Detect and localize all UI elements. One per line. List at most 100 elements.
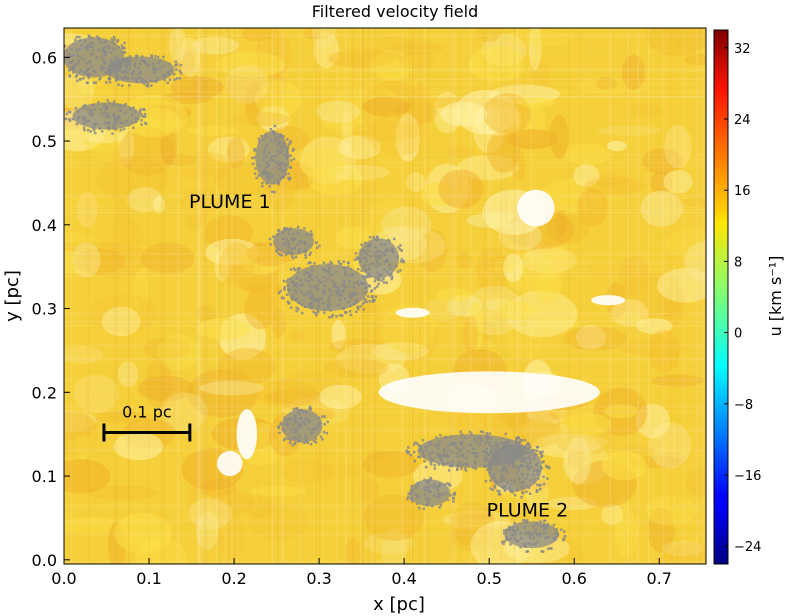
- texture-blotch: [521, 247, 578, 274]
- masked-speckle: [294, 414, 297, 418]
- masked-speckle: [369, 290, 373, 293]
- texture-streak: [64, 35, 706, 36]
- masked-speckle: [132, 126, 135, 129]
- masked-speckle: [103, 105, 106, 109]
- masked-speckle: [357, 257, 361, 260]
- texture-streak: [626, 28, 628, 564]
- masked-speckle: [74, 63, 77, 66]
- masked-speckle: [409, 492, 413, 496]
- texture-streak: [64, 194, 706, 196]
- masked-speckle: [343, 267, 347, 270]
- masked-speckle: [287, 251, 291, 254]
- masked-speckle: [179, 72, 183, 75]
- masked-speckle: [286, 138, 289, 141]
- masked-speckle: [504, 451, 507, 454]
- masked-speckle: [291, 443, 295, 447]
- masked-speckle: [556, 533, 560, 537]
- masked-speckle: [517, 441, 520, 444]
- texture-streak: [64, 179, 706, 181]
- texture-blotch: [137, 375, 194, 402]
- texture-streak: [271, 28, 273, 564]
- masked-speckle: [416, 482, 420, 485]
- masked-speckle: [502, 479, 505, 482]
- masked-speckle: [311, 268, 314, 272]
- masked-speckle: [261, 185, 264, 188]
- masked-speckle: [107, 115, 111, 119]
- masked-speckle: [542, 550, 545, 553]
- texture-streak: [696, 28, 698, 564]
- masked-speckle: [367, 272, 370, 275]
- masked-speckle: [518, 444, 522, 447]
- masked-speckle: [134, 57, 138, 61]
- masked-speckle: [312, 439, 316, 443]
- masked-speckle: [277, 252, 280, 256]
- texture-blotch: [467, 302, 484, 353]
- texture-blotch: [359, 302, 384, 343]
- masked-speckle: [150, 55, 154, 59]
- masked-speckle: [92, 69, 96, 72]
- chart-title: Filtered velocity field: [312, 2, 479, 21]
- masked-speckle: [92, 49, 95, 52]
- masked-speckle: [272, 181, 276, 184]
- masked-speckle: [91, 103, 95, 107]
- masked-speckle: [264, 166, 267, 170]
- texture-blotch: [563, 326, 628, 351]
- texture-blotch: [535, 267, 562, 303]
- texture-blotch: [288, 331, 305, 342]
- masked-speckle: [378, 273, 381, 276]
- masked-speckle: [289, 277, 292, 280]
- masked-speckle: [484, 458, 487, 462]
- masked-speckle: [321, 290, 325, 294]
- masked-speckle: [294, 255, 298, 259]
- masked-speckle: [330, 273, 334, 276]
- texture-blotch: [564, 436, 592, 485]
- masked-speckle: [433, 467, 437, 470]
- texture-blotch: [118, 126, 175, 176]
- masked-speckle: [456, 467, 459, 471]
- masked-speckle: [525, 519, 529, 522]
- masked-speckle: [140, 59, 144, 63]
- masked-speckle: [304, 253, 307, 257]
- masked-speckle: [423, 486, 427, 489]
- masked-speckle: [286, 155, 290, 158]
- masked-speckle: [99, 108, 102, 111]
- masked-speckle: [295, 291, 298, 294]
- masked-speckle: [154, 55, 157, 58]
- masked-speckle: [275, 154, 278, 158]
- masked-speckle: [481, 430, 484, 434]
- masked-speckle: [302, 240, 306, 244]
- colorbar-tick-label: 24: [734, 113, 751, 128]
- masked-speckle: [293, 288, 297, 292]
- high-velocity-regions: [217, 189, 626, 477]
- masked-speckle: [502, 529, 506, 532]
- masked-speckle: [87, 67, 90, 71]
- masked-speckle: [507, 464, 510, 467]
- masked-speckle: [348, 310, 352, 313]
- masked-speckle: [383, 260, 386, 264]
- masked-speckle: [445, 482, 449, 485]
- masked-speckle: [122, 77, 125, 81]
- masked-speckle: [296, 232, 300, 235]
- masked-speckle: [470, 432, 473, 436]
- masked-speckle: [277, 228, 281, 232]
- masked-speckle: [265, 135, 268, 139]
- masked-speckle: [82, 116, 86, 119]
- masked-speckle: [265, 143, 269, 147]
- texture-blotch: [199, 380, 265, 396]
- masked-speckle: [283, 164, 287, 167]
- masked-speckle: [323, 280, 326, 283]
- colorbar-label: u [km s⁻¹]: [766, 256, 785, 337]
- masked-speckle: [121, 50, 125, 54]
- masked-speckle: [327, 263, 330, 266]
- masked-speckle: [285, 280, 289, 283]
- masked-speckle: [440, 455, 443, 458]
- masked-speckle: [109, 59, 113, 62]
- masked-speckle: [448, 464, 452, 468]
- masked-speckle: [251, 162, 255, 166]
- masked-speckle: [78, 35, 81, 39]
- masked-speckle: [355, 310, 358, 313]
- masked-speckle: [109, 51, 112, 54]
- masked-speckle: [144, 115, 147, 118]
